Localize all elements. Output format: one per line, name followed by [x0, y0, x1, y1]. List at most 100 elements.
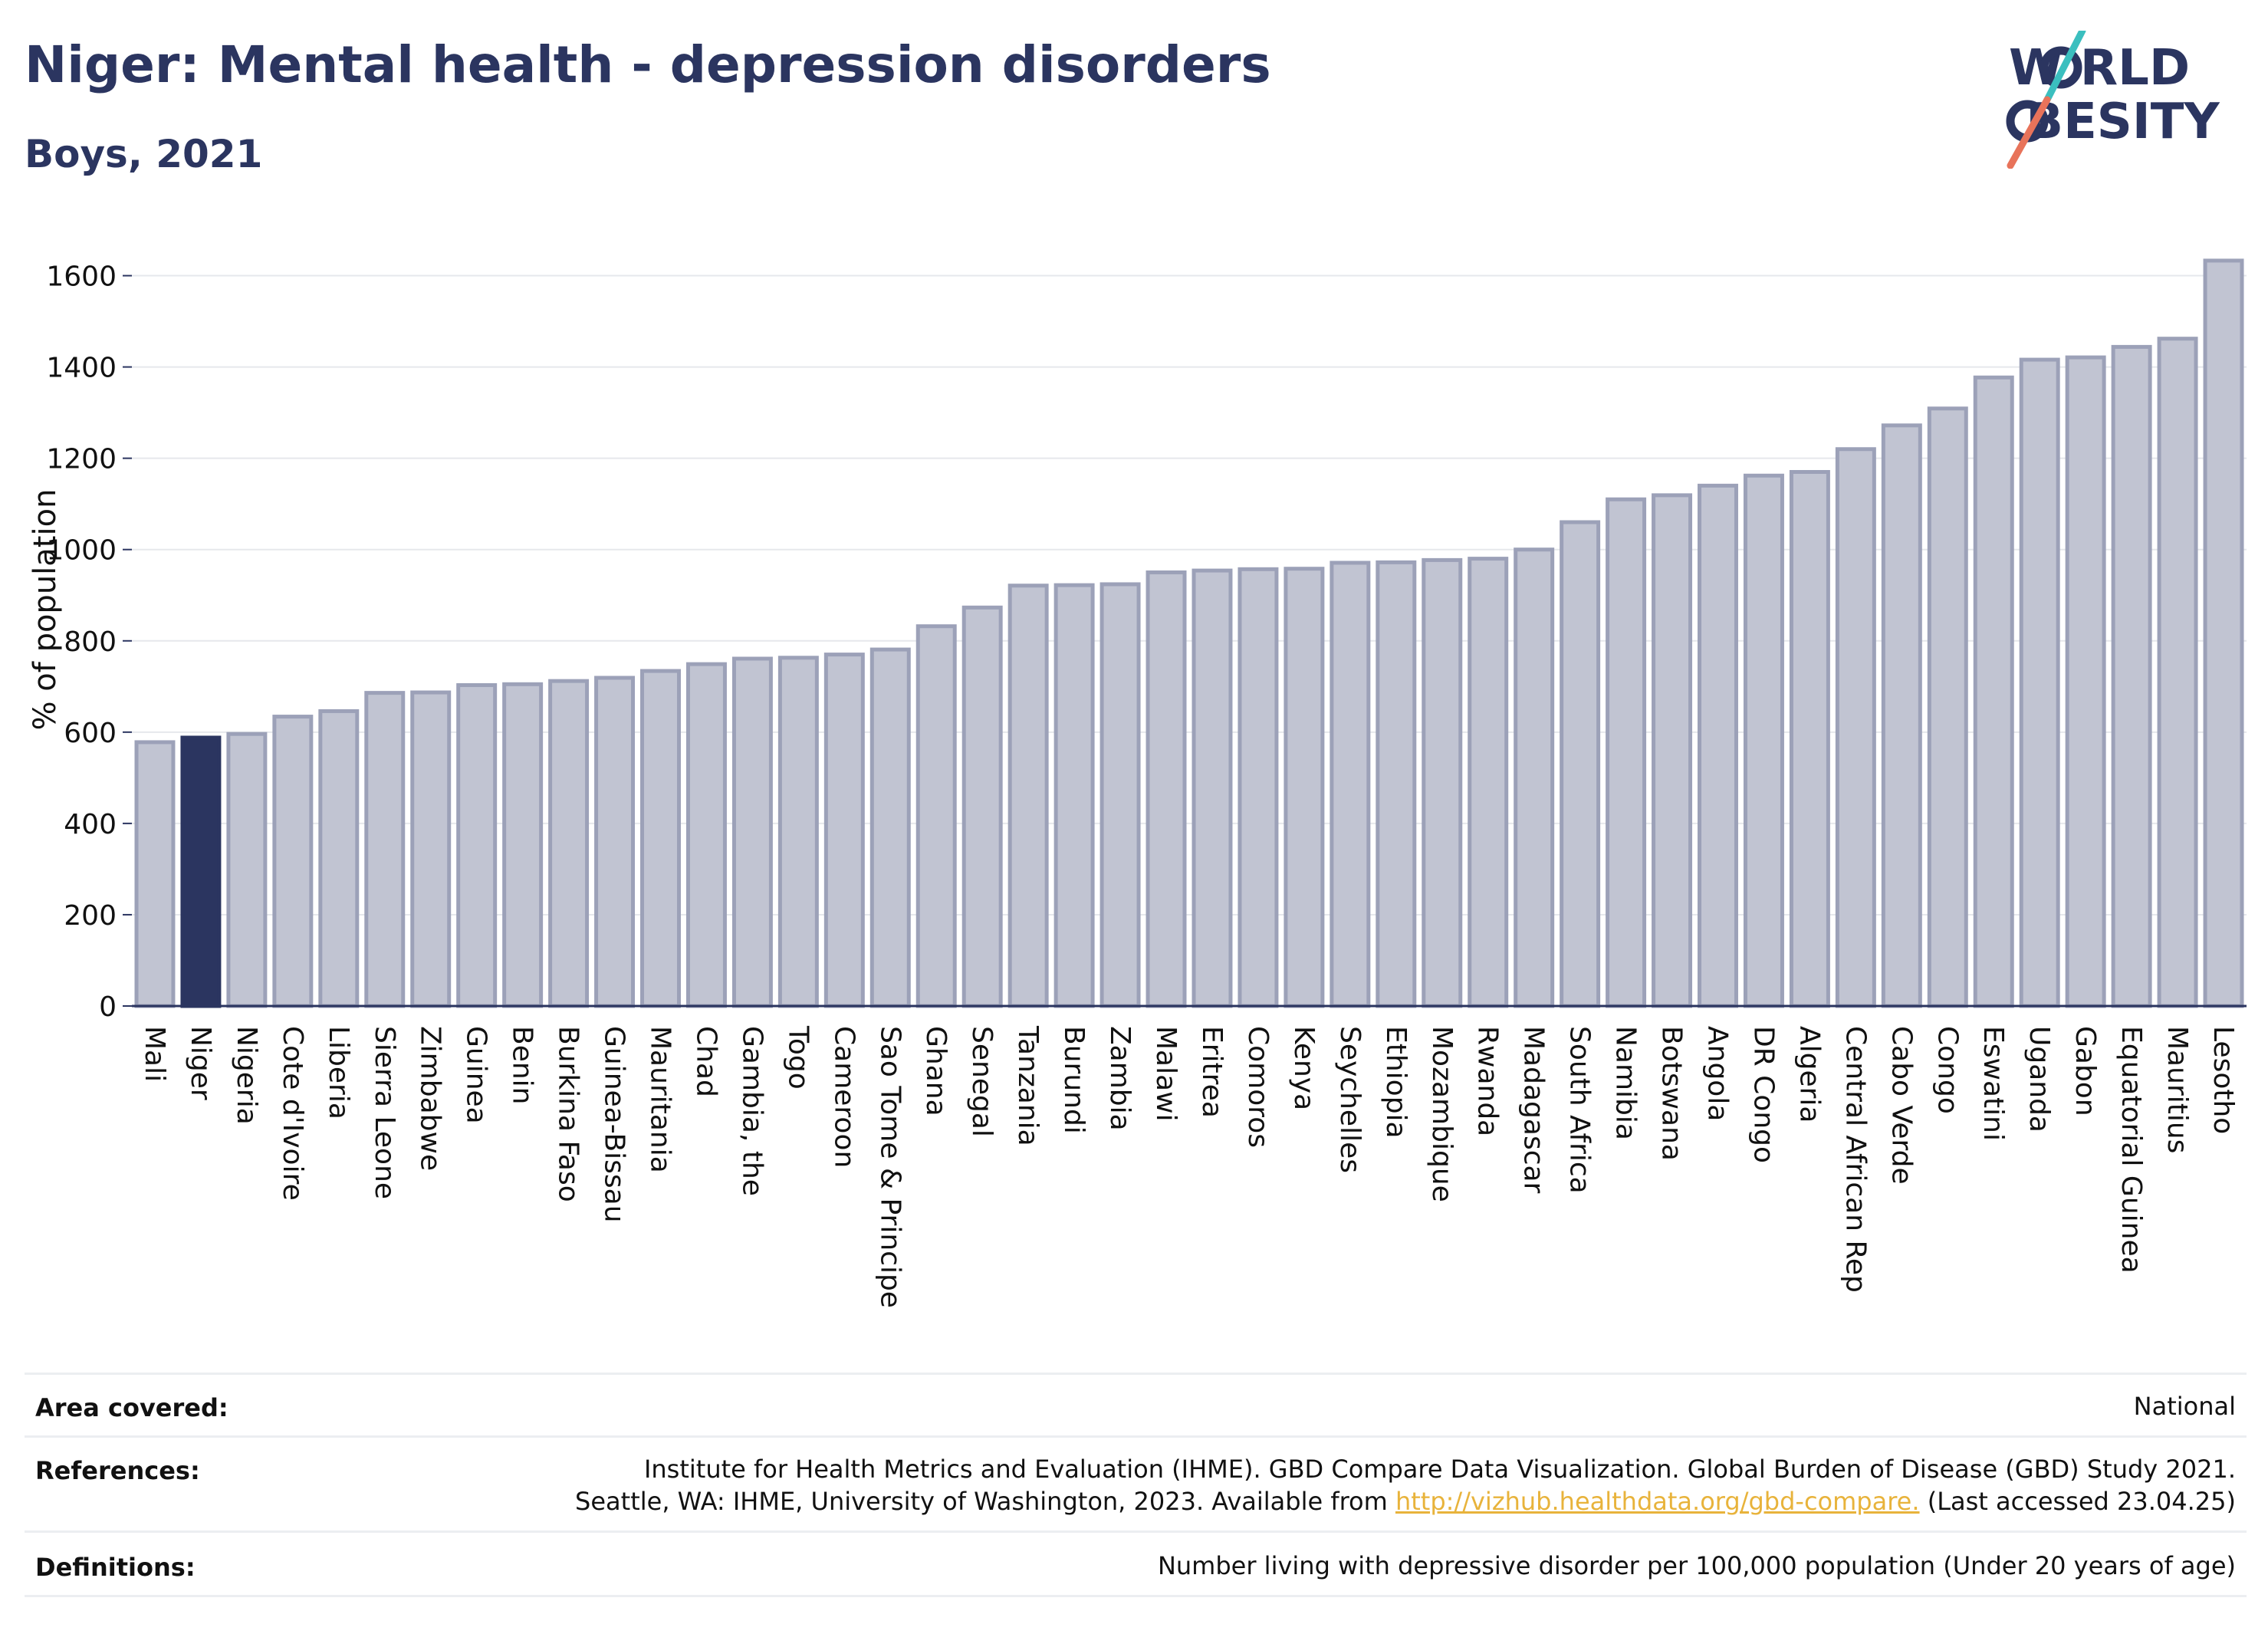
x-tick-label: Senegal [966, 1026, 998, 1137]
definitions-value: Number living with depressive disorder p… [1157, 1551, 2236, 1580]
x-tick-label: Zimbabwe [415, 1026, 446, 1171]
x-tick-label: Kenya [1288, 1026, 1320, 1110]
bar-dr-congo [1743, 473, 1784, 1008]
y-tick-labels: 0 200 400 600 800 1000 1200 1400 1600 [46, 261, 132, 1023]
x-tick-label: Gabon [2069, 1026, 2101, 1116]
x-tick-label: Mozambique [1426, 1026, 1458, 1202]
x-tick-label: Zambia [1104, 1026, 1136, 1131]
x-tick-label: Cameroon [828, 1026, 860, 1168]
bar-burundi [1053, 583, 1095, 1008]
y-tick-label: 200 [64, 900, 117, 932]
page-title: Niger: Mental health - depression disord… [25, 35, 1271, 94]
x-tick-label: Mauritius [2161, 1026, 2193, 1153]
bar-cote-d-ivoire [272, 715, 314, 1008]
x-tick-label: Comoros [1242, 1026, 1274, 1148]
y-tick-label: 400 [64, 809, 117, 840]
bar-guinea [456, 683, 498, 1008]
x-tick-label: Niger [185, 1026, 216, 1100]
x-tick-label: Namibia [1610, 1026, 1642, 1140]
x-tick-label: Eswatini [1977, 1026, 2009, 1141]
bar-algeria [1789, 470, 1830, 1008]
bar-sao-tome-principe [869, 647, 911, 1008]
info-row-definitions: Definitions: Number living with depressi… [25, 1530, 2247, 1597]
bar-mali [134, 740, 176, 1008]
bar-cameroon [823, 653, 865, 1008]
x-tick-label: Guinea [461, 1026, 492, 1124]
bar-zimbabwe [410, 690, 452, 1008]
area-label: Area covered: [35, 1393, 228, 1422]
bar-namibia [1606, 497, 1647, 1008]
bar-senegal [961, 605, 1003, 1008]
bar-comoros [1238, 567, 1279, 1008]
x-tick-label: Madagascar [1518, 1026, 1550, 1194]
x-tick-label: Botswana [1656, 1026, 1688, 1161]
bar-zambia [1099, 582, 1141, 1008]
bar-equatorial-guinea [2111, 344, 2152, 1008]
bar-niger [180, 735, 222, 1008]
bar-gabon [2065, 355, 2106, 1008]
bar-mauritius [2157, 337, 2198, 1008]
x-tick-label: Ethiopia [1380, 1026, 1412, 1139]
bar-benin [502, 682, 544, 1008]
x-tick-label: Burundi [1058, 1026, 1090, 1134]
x-tick-label: Nigeria [231, 1026, 262, 1125]
y-tick-label: 1000 [46, 535, 117, 567]
references-line2: Seattle, WA: IHME, University of Washing… [575, 1485, 2236, 1517]
y-tick-label: 1200 [46, 444, 117, 475]
bar-botswana [1652, 493, 1693, 1008]
x-tick-label: Seychelles [1334, 1026, 1366, 1173]
bar-chad [685, 662, 727, 1008]
references-link[interactable]: http://vizhub.healthdata.org/gbd-compare… [1395, 1487, 1920, 1516]
y-tick-label: 1400 [46, 353, 117, 384]
bar-mozambique [1422, 557, 1463, 1008]
x-tick-label: Togo [782, 1025, 814, 1090]
x-tick-label: Burkina Faso [553, 1026, 584, 1202]
bar-eswatini [1973, 375, 2014, 1008]
y-axis-label: % of population [28, 489, 63, 731]
bar-liberia [318, 709, 360, 1008]
references-line1: Institute for Health Metrics and Evaluat… [643, 1455, 2236, 1484]
bar-chart: 0 200 400 600 800 1000 1200 1400 1600 Mali Niger N… [28, 258, 2247, 1308]
x-tick-label: Malawi [1150, 1026, 1182, 1122]
x-tick-label: Lesotho [2207, 1026, 2239, 1134]
x-tick-label: Rwanda [1472, 1026, 1504, 1136]
bar-cabo-verde [1881, 423, 1922, 1008]
logo-line1: W RLD [2009, 40, 2190, 97]
x-tick-label: Uganda [2023, 1026, 2055, 1133]
bar-ghana [915, 624, 957, 1008]
references-label: References: [35, 1456, 200, 1485]
x-tick-label: Congo [1931, 1026, 1963, 1114]
x-tick-label: Ghana [920, 1026, 952, 1116]
x-tick-label: Central African Rep [1839, 1026, 1871, 1293]
info-bottom-border [25, 1595, 2247, 1597]
y-tick-label: 0 [99, 991, 117, 1023]
bar-rwanda [1468, 557, 1509, 1008]
area-value: National [2133, 1392, 2236, 1421]
x-tick-label: Chad [690, 1026, 721, 1097]
x-tick-label: South Africa [1564, 1026, 1596, 1194]
bar-central-african-rep [1835, 447, 1876, 1008]
x-tick-label: Algeria [1793, 1026, 1825, 1123]
bar-sierra-leone [364, 691, 406, 1008]
y-tick-label: 800 [64, 626, 117, 658]
bar-burkina-faso [548, 679, 590, 1008]
page-subtitle: Boys, 2021 [25, 132, 263, 176]
bar-mauritania [640, 669, 681, 1008]
bar-tanzania [1007, 584, 1049, 1008]
bar-congo [1927, 406, 1968, 1008]
bar-south-africa [1560, 520, 1601, 1008]
bar-guinea-bissau [594, 676, 636, 1008]
x-tick-label: Liberia [323, 1026, 354, 1119]
x-tick-label: Angola [1702, 1026, 1734, 1121]
bar-seychelles [1330, 561, 1371, 1008]
x-tick-label: Sao Tome & Principe [874, 1026, 906, 1308]
bar-ethiopia [1376, 560, 1417, 1008]
x-tick-label: Gambia, the [736, 1026, 768, 1196]
y-tick-label: 1600 [46, 261, 117, 293]
x-tick-label: Guinea-Bissau [599, 1026, 630, 1223]
bar-eritrea [1192, 568, 1233, 1008]
bar-nigeria [226, 732, 268, 1008]
x-tick-label: Equatorial Guinea [2115, 1026, 2147, 1274]
x-tick-label: Tanzania [1012, 1025, 1044, 1146]
references-line2-post: (Last accessed 23.04.25) [1919, 1487, 2236, 1516]
